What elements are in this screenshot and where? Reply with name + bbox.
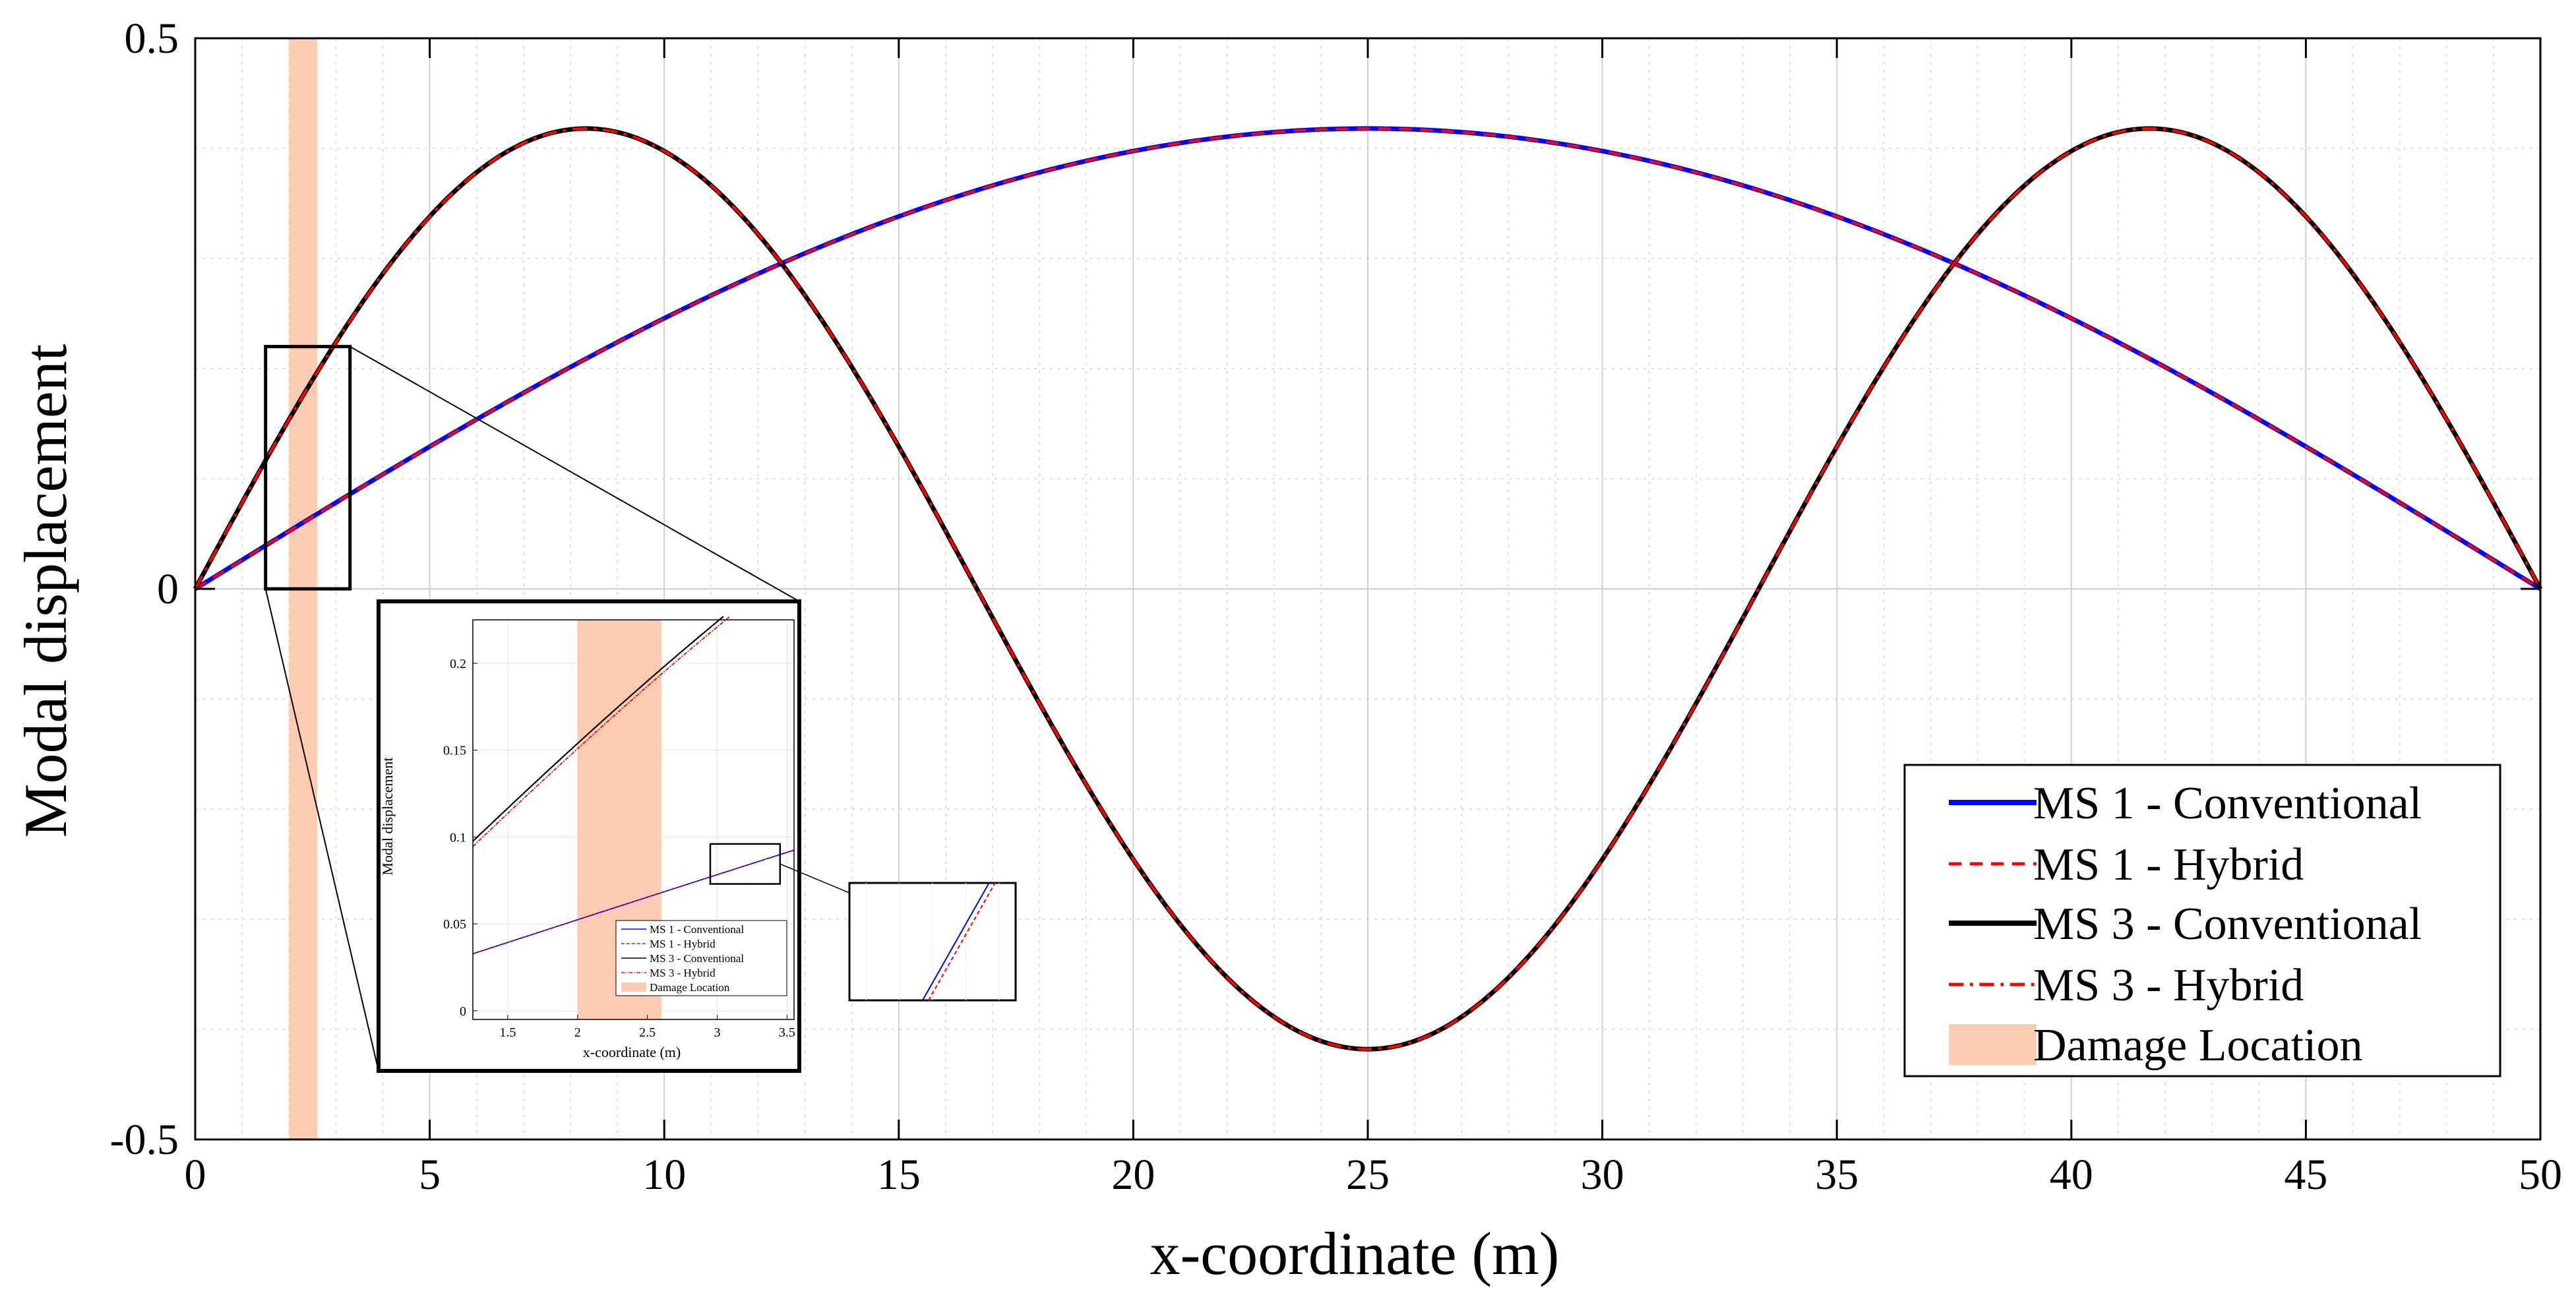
x-tick-label: 25 [1346,1151,1390,1199]
inset-zoom-connector-line [780,863,850,894]
inset-x-tick-labels: 1.5 2 2.5 3 3.5 [499,1025,795,1040]
x-tick-label: 40 [2050,1151,2093,1199]
y-tick-label: 0 [157,565,179,613]
x-tick-label: 10 [642,1151,686,1199]
x-tick-label: 50 [2519,1151,2562,1199]
inset-series-lines [472,616,795,955]
inset-series-ms3-conventional [472,616,724,842]
second-inset-ms1-hybrid [928,882,996,1001]
inset-legend-label: MS 3 - Conventional [650,952,744,965]
x-tick-label: 5 [419,1151,441,1199]
inset-series-ms1-hybrid [472,849,795,954]
inset-x-tick-label: 1.5 [499,1025,516,1040]
inset-x-tick-label: 2 [574,1025,581,1040]
main-series-lines [193,126,2543,1052]
inset-x-tick-label: 3 [714,1025,721,1040]
inset-y-tick-label: 0.1 [450,830,466,845]
inset-ticks [473,663,787,1019]
series-line-ms-1-hybrid [194,127,2542,590]
x-tick-label: 0 [185,1151,206,1199]
inset-zoom-panel: 1.5 2 2.5 3 3.5 0 0.05 0.1 0.15 0.2 x-coordinate… [377,599,801,1073]
inset-y-tick-label: 0.2 [450,657,466,671]
inset-legend: MS 1 - Conventional MS 1 - Hybrid MS 3 -… [615,920,787,996]
inset-legend-label: MS 1 - Conventional [650,923,744,936]
y-axis-label: Modal displacement [12,344,79,837]
inset-series-ms3-hybrid [472,616,731,847]
second-inset-series-lines [922,882,996,1001]
x-axis-label: x-coordinate (m) [1150,1220,1560,1287]
x-tick-label: 30 [1581,1151,1624,1199]
y-tick-label: -0.5 [110,1116,179,1164]
legend-label: MS 1 - Conventional [2033,778,2422,829]
inset-legend-swatch-damage [621,983,646,992]
inset-legend-label: MS 1 - Hybrid [650,938,716,950]
second-inset-zoom-panel [848,882,1017,1002]
inset-legend-label: Damage Location [650,981,730,994]
legend-label: MS 3 - Hybrid [2033,960,2304,1011]
x-tick-label: 15 [877,1151,921,1199]
zoom-selection-box [264,345,352,591]
series-line-ms-3-hybrid [194,127,2542,1051]
main-x-tick-labels: 0 5 10 15 20 25 30 35 40 45 50 [185,1151,2563,1199]
inset-y-tick-label: 0.05 [443,917,466,932]
zoom-connector-line [264,588,379,1072]
legend: MS 1 - Conventional MS 1 - Hybrid MS 3 -… [1903,764,2501,1077]
second-inset-grid [865,883,1000,1000]
inset-x-axis-label: x-coordinate (m) [583,1044,681,1060]
legend-label: MS 3 - Conventional [2033,899,2422,950]
zoom-connector-line [350,346,800,602]
legend-label: Damage Location [2033,1020,2363,1071]
second-inset-ms1-conventional [922,882,990,1001]
main-y-tick-labels: -0.5 0 0.5 [110,15,179,1164]
inset-x-tick-label: 3.5 [779,1025,795,1040]
inset-y-tick-labels: 0 0.05 0.1 0.15 0.2 [443,657,466,1019]
main-ticks [194,37,2542,1141]
x-tick-label: 45 [2284,1151,2327,1199]
inset-legend-label: MS 3 - Hybrid [650,967,716,979]
inset-y-tick-label: 0.15 [443,744,466,758]
inset-y-axis-label: Modal displacement [379,757,396,875]
legend-swatch-damage [1949,1024,2037,1065]
x-tick-label: 35 [1815,1151,1858,1199]
x-tick-label: 20 [1111,1151,1155,1199]
legend-label: MS 1 - Hybrid [2033,839,2304,890]
inset-axes-frame [472,619,795,1020]
inset-y-tick-label: 0 [460,1004,466,1019]
inset-x-tick-label: 2.5 [639,1025,656,1040]
y-tick-label: 0.5 [125,15,179,63]
